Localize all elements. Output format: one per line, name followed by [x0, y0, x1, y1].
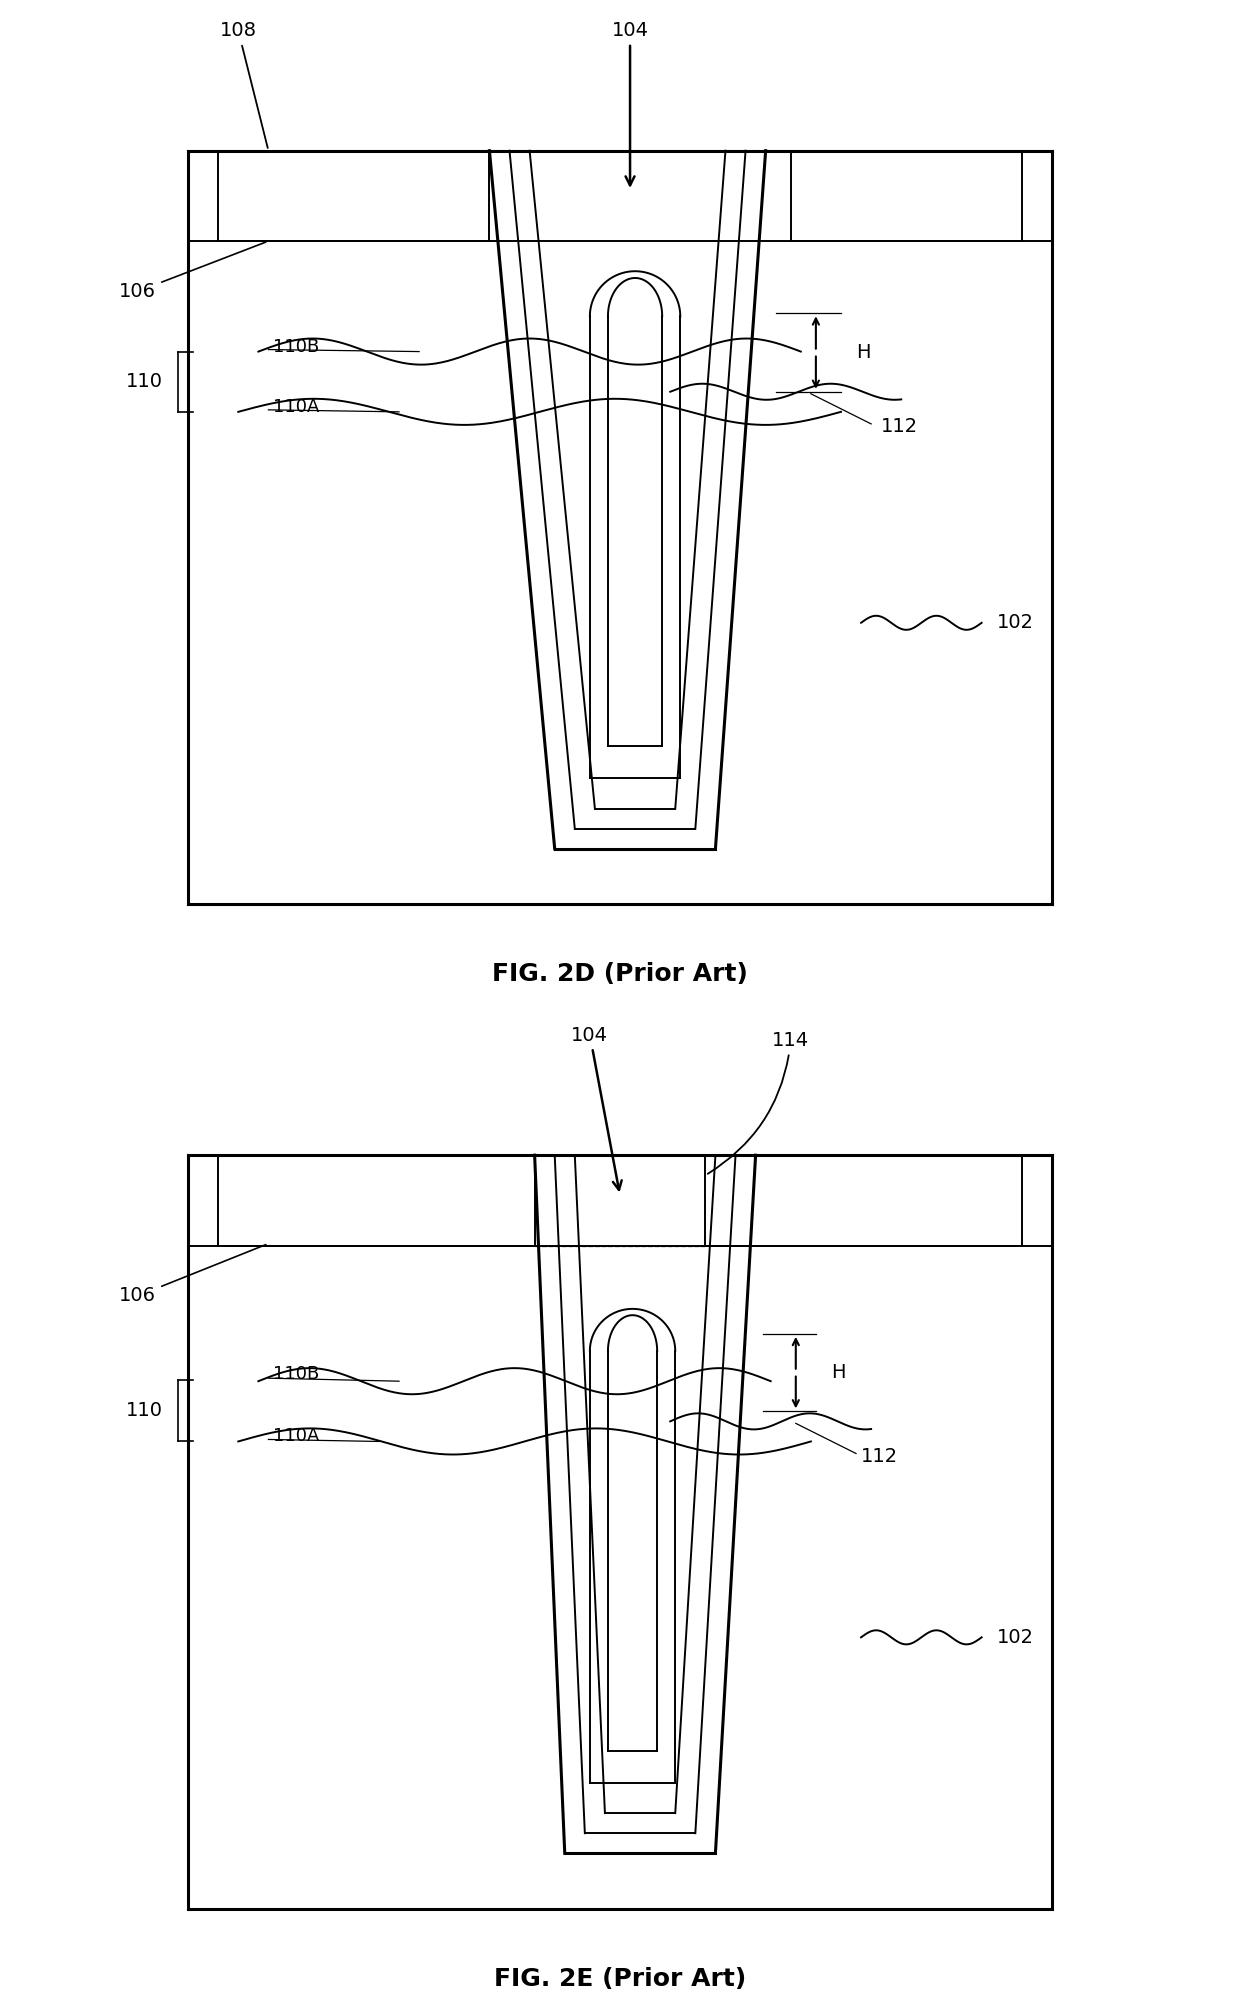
Text: 102: 102 [997, 613, 1034, 633]
Text: 102: 102 [997, 1627, 1034, 1647]
Text: FIG. 2E (Prior Art): FIG. 2E (Prior Art) [494, 1967, 746, 1991]
Text: FIG. 2D (Prior Art): FIG. 2D (Prior Art) [492, 962, 748, 986]
Text: 112: 112 [861, 1446, 898, 1467]
Text: H: H [856, 344, 870, 362]
Text: 112: 112 [882, 418, 919, 436]
Text: 110A: 110A [274, 1428, 320, 1444]
Text: 110: 110 [126, 1402, 162, 1420]
Text: 104: 104 [611, 22, 649, 185]
Text: 104: 104 [572, 1027, 621, 1189]
Text: H: H [831, 1364, 846, 1382]
Text: 110: 110 [126, 372, 162, 392]
Text: 106: 106 [119, 1246, 265, 1306]
Text: 110B: 110B [274, 338, 320, 356]
Text: 114: 114 [708, 1031, 810, 1173]
Text: 110B: 110B [274, 1366, 320, 1382]
Text: 106: 106 [119, 241, 265, 301]
Text: 110A: 110A [274, 398, 320, 416]
Text: 108: 108 [219, 22, 268, 149]
